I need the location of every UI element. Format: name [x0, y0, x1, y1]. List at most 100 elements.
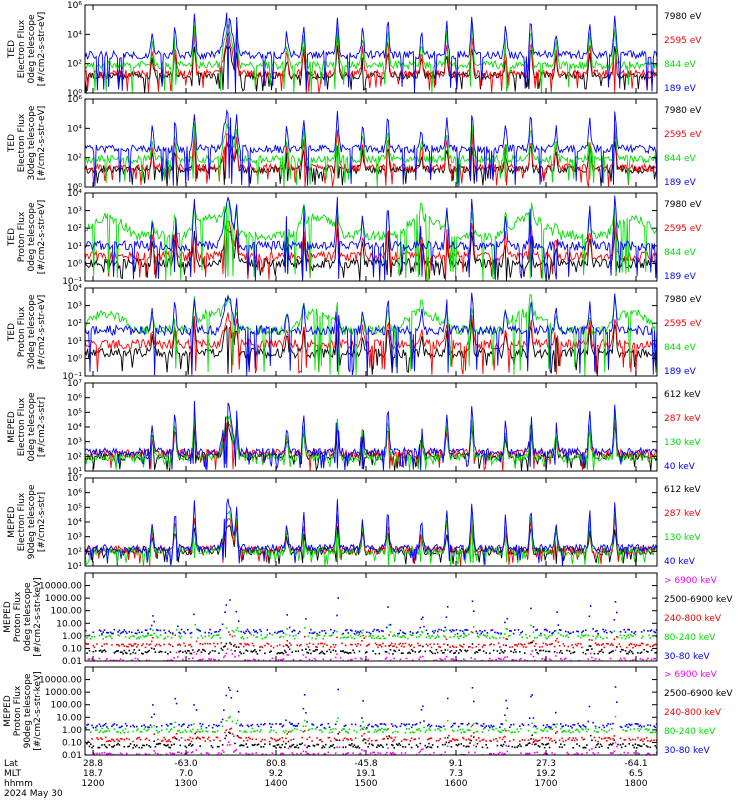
data-point: [190, 731, 193, 733]
data-point: [361, 749, 363, 751]
data-point: [463, 636, 465, 638]
data-point: [562, 740, 565, 743]
data-point: [436, 728, 439, 730]
legend-entry: 287 keV: [664, 509, 701, 519]
y-axis-label-line: Electron Flux: [17, 113, 27, 172]
data-point: [239, 737, 241, 739]
data-point: [359, 657, 362, 660]
data-point: [531, 641, 533, 644]
data-point: [647, 657, 649, 660]
data-point: [326, 650, 328, 653]
data-point: [137, 737, 139, 739]
data-point: [374, 739, 377, 742]
data-point: [654, 643, 657, 646]
data-point: [477, 737, 480, 739]
data-point: [553, 739, 556, 742]
data-point: [606, 724, 608, 727]
data-point: [117, 644, 119, 646]
data-point: [455, 738, 458, 741]
data-point: [168, 643, 170, 645]
data-point: [246, 659, 249, 661]
data-point: [246, 643, 249, 645]
data-point: [531, 650, 533, 652]
data-point: [240, 630, 242, 633]
data-point: [180, 628, 183, 631]
data-point: [96, 643, 98, 645]
data-point: [496, 744, 499, 747]
y-axis-label-line: MEPED: [7, 506, 17, 538]
data-point: [372, 635, 374, 637]
y-tick-label: 10²: [67, 547, 82, 557]
data-point: [495, 738, 497, 740]
data-point: [398, 649, 400, 651]
data-point: [343, 636, 346, 638]
data-point: [622, 649, 624, 651]
data-point: [317, 752, 320, 755]
data-point: [282, 632, 285, 634]
data-point: [398, 632, 400, 635]
data-point: [147, 728, 149, 731]
data-point: [427, 724, 429, 727]
data-point: [206, 642, 209, 645]
data-point: [150, 726, 153, 728]
series-line-black: [85, 420, 657, 471]
data-point: [101, 738, 103, 740]
data-point: [587, 649, 589, 651]
data-point: [654, 631, 657, 634]
data-point: [443, 635, 445, 637]
data-point: [261, 753, 264, 755]
data-point: [101, 752, 103, 754]
data-point: [464, 731, 466, 733]
data-point: [116, 743, 118, 746]
data-point: [506, 638, 509, 641]
data-point: [379, 729, 382, 731]
data-point: [469, 739, 471, 741]
data-point: [330, 635, 332, 637]
data-point: [236, 626, 239, 629]
data-point: [342, 753, 344, 755]
data-point: [619, 634, 622, 637]
data-point: [491, 629, 494, 631]
data-point: [109, 740, 112, 742]
data-point: [172, 645, 174, 648]
data-point: [173, 726, 175, 728]
data-point: [489, 644, 491, 646]
data-point: [481, 659, 484, 661]
data-point: [298, 659, 301, 661]
data-point: [571, 739, 573, 741]
y-axis-label-line: [#/cm2-s-str]: [37, 492, 47, 552]
data-point: [282, 636, 285, 638]
data-point: [244, 659, 246, 661]
data-point: [464, 649, 466, 652]
data-point: [301, 742, 303, 745]
data-point: [546, 644, 548, 646]
data-point: [159, 650, 162, 653]
data-point: [468, 751, 470, 754]
data-point: [344, 730, 347, 733]
data-point: [229, 728, 231, 730]
data-point: [201, 730, 204, 733]
data-point: [216, 643, 219, 645]
data-point: [106, 643, 108, 645]
data-point: [108, 635, 111, 637]
data-point: [251, 723, 254, 726]
data-point: [358, 753, 361, 755]
y-axis-label: TEDProton Flux0deg telescope[#/cm2-s-str…: [7, 200, 47, 275]
data-point: [235, 722, 238, 725]
data-point: [155, 729, 158, 732]
data-point: [512, 659, 515, 661]
data-point: [113, 723, 116, 725]
data-point: [330, 745, 332, 747]
data-point: [160, 729, 163, 731]
data-point: [378, 630, 381, 633]
data-point: [168, 731, 170, 733]
data-point: [451, 729, 454, 732]
data-point: [108, 730, 111, 732]
data-point: [439, 738, 441, 740]
data-point: [604, 737, 607, 739]
data-point: [453, 658, 455, 661]
data-point: [216, 634, 219, 637]
data-point: [632, 738, 634, 741]
data-point: [570, 632, 572, 635]
data-point: [124, 651, 127, 654]
